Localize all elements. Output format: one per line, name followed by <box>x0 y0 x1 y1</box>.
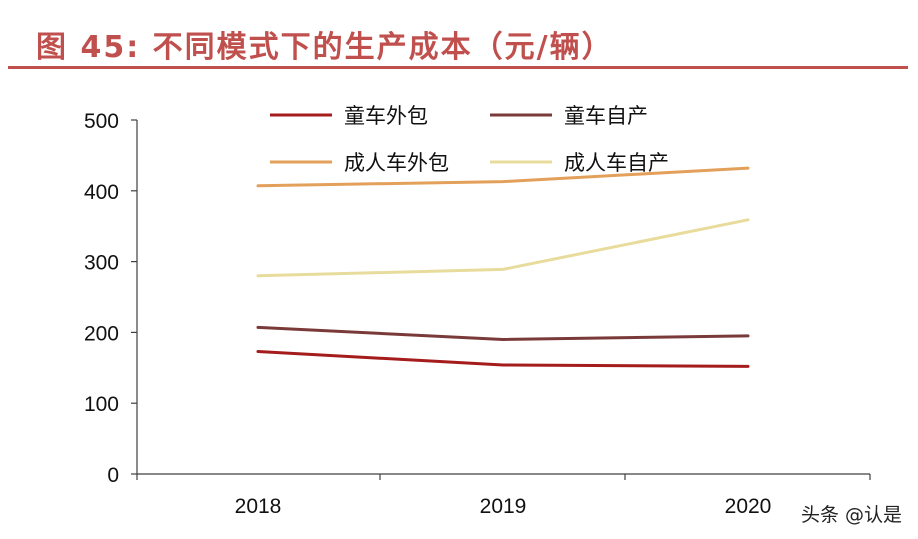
legend-label-4: 成人车自产 <box>564 151 669 175</box>
y-tick-label: 100 <box>84 393 119 416</box>
y-tick-label: 500 <box>84 110 119 133</box>
y-tick-label: 400 <box>84 181 119 204</box>
legend-label-3: 成人车外包 <box>344 151 449 175</box>
series-line-3 <box>256 166 750 188</box>
series-lines <box>256 166 750 368</box>
y-tick-label: 200 <box>84 322 119 345</box>
watermark: 头条 @认是 <box>800 504 902 526</box>
legend-label-2: 童车自产 <box>564 104 648 128</box>
x-tick-label: 2018 <box>235 495 282 518</box>
figure-title: 图 45: 不同模式下的生产成本（元/辆） <box>36 30 614 65</box>
y-tick-label: 300 <box>84 252 119 275</box>
series-line-4 <box>256 218 750 278</box>
series-line-2 <box>256 325 750 341</box>
title-rule <box>8 66 908 69</box>
series-line-1 <box>256 350 750 368</box>
axes: 0 100 200 300 400 500 2018 2019 2020 <box>84 110 871 518</box>
legend-label-1: 童车外包 <box>344 104 428 128</box>
x-tick-label: 2019 <box>480 495 527 518</box>
x-tick-label: 2020 <box>725 495 772 518</box>
y-tick-label: 0 <box>107 464 119 487</box>
